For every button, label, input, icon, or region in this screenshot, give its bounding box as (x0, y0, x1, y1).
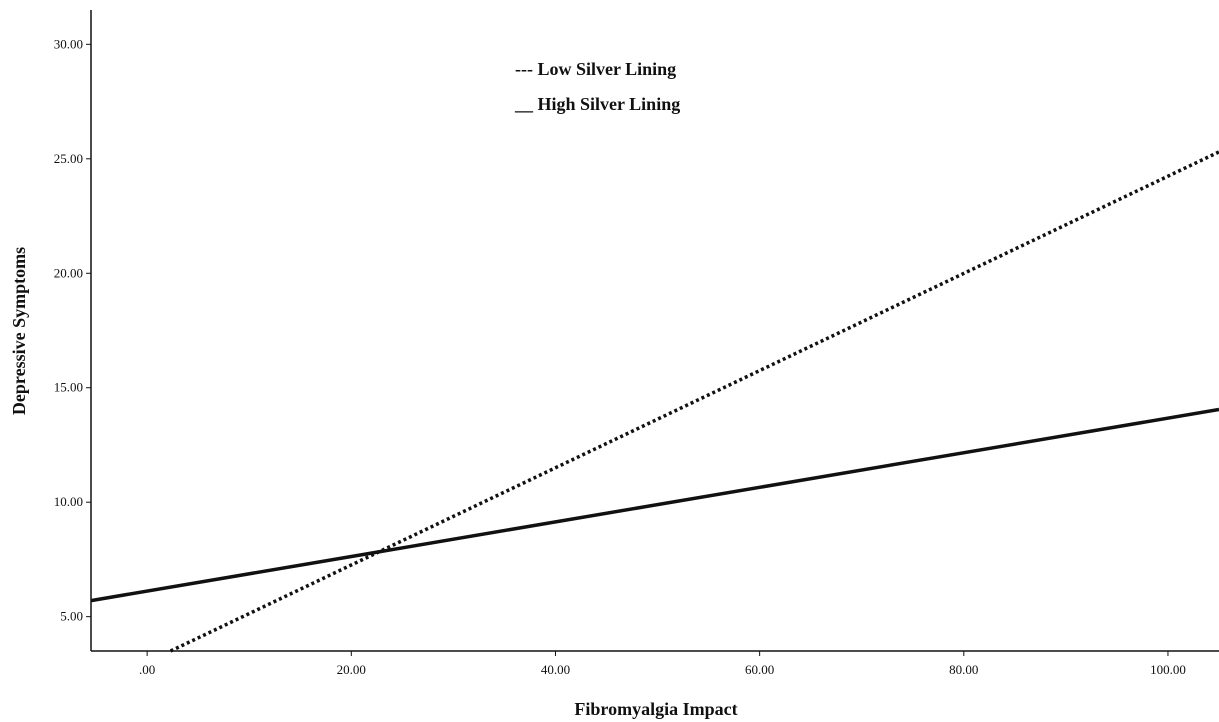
legend-entry-low-silver-lining: --- Low Silver Lining (515, 59, 676, 79)
y-tick-label: 20.00 (54, 265, 83, 280)
x-tick-label: 60.00 (745, 662, 774, 677)
y-axis: 5.00 10.00 15.00 20.00 25.00 30.00 (54, 10, 92, 651)
x-axis: .00 20.00 40.00 60.00 80.00 100.00 (91, 650, 1219, 677)
y-tick-label: 15.00 (54, 380, 83, 395)
series-line-high-silver-lining (90, 407, 1219, 603)
y-tick-label: 30.00 (54, 36, 83, 51)
x-tick-label: 100.00 (1150, 662, 1186, 677)
y-tick-label: 5.00 (60, 609, 83, 624)
x-tick-label: 20.00 (337, 662, 366, 677)
legend: --- Low Silver Lining __ High Silver Lin… (514, 59, 680, 114)
y-tick-label: 25.00 (54, 151, 83, 166)
x-tick-label: 80.00 (949, 662, 978, 677)
legend-entry-high-silver-lining: __ High Silver Lining (514, 94, 680, 114)
y-tick-label: 10.00 (54, 494, 83, 509)
series-line-low-silver-lining (169, 150, 1219, 653)
x-axis-title: Fibromyalgia Impact (574, 699, 737, 719)
x-tick-label: 40.00 (541, 662, 570, 677)
y-axis-title: Depressive Symptoms (9, 247, 29, 415)
plot-lines (90, 150, 1219, 653)
x-tick-label: .00 (139, 662, 155, 677)
